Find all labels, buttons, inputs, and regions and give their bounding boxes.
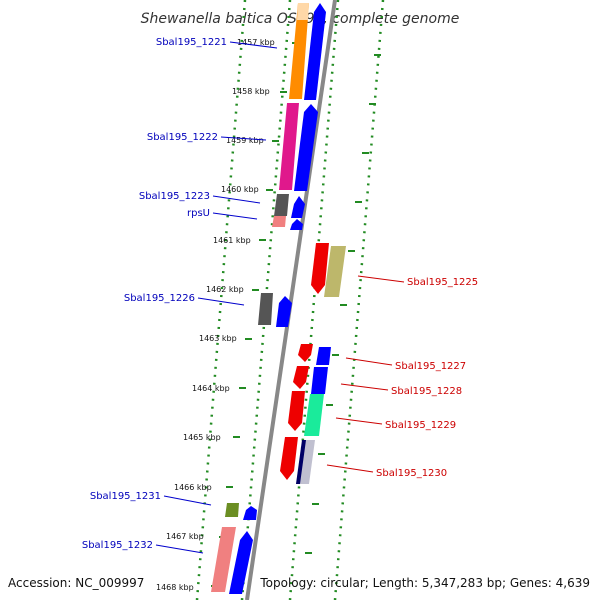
gene-arrow-sbal195-1230[interactable]	[280, 437, 298, 480]
tick-label: 1468 kbp	[156, 583, 194, 592]
gene-label-sbal195-1229[interactable]: Sbal195_1229	[385, 420, 456, 431]
gene-label-sbal195-1222[interactable]: Sbal195_1222	[147, 132, 218, 143]
gene-block-sbal195-1221-cog[interactable]	[289, 3, 309, 99]
gene-block-sbal195-1223-cog[interactable]	[274, 194, 289, 216]
gene-block-rpsu-cog[interactable]	[272, 216, 286, 227]
right-gene-labels: Sbal195_1225 Sbal195_1227 Sbal195_1228 S…	[326, 275, 478, 479]
tick-label: 1466 kbp	[174, 483, 212, 492]
gene-arrow-sbal195-1226[interactable]	[276, 296, 292, 327]
gene-label-sbal195-1228[interactable]: Sbal195_1228	[391, 386, 462, 397]
gene-arrow-rpsu[interactable]	[290, 219, 303, 230]
gene-block-sbal195-1226-cog[interactable]	[258, 293, 273, 325]
tick-label: 1467 kbp	[166, 532, 204, 541]
gene-arrow-sbal195-1225[interactable]	[311, 243, 329, 294]
right-outer-track-line	[333, 0, 385, 600]
right-track-ticks	[305, 54, 381, 554]
tick-label: 1457 kbp	[237, 38, 275, 47]
gene-block-sbal195-1225-cog[interactable]	[324, 246, 346, 297]
gene-arrow-sbal195-1229[interactable]	[288, 391, 305, 431]
tick-label: 1463 kbp	[199, 334, 237, 343]
gene-block-sbal195-1221-cog-pale	[297, 3, 309, 20]
gene-arrow-sbal195-1228[interactable]	[293, 366, 309, 389]
gene-label-sbal195-1223[interactable]: Sbal195_1223	[139, 191, 210, 202]
gene-block-sbal195-1231-cog[interactable]	[225, 503, 239, 517]
gene-block-sbal195-1228-cog[interactable]	[311, 367, 328, 394]
accession-text: Accession: NC_009997	[8, 576, 144, 590]
gene-label-sbal195-1231[interactable]: Sbal195_1231	[90, 491, 161, 502]
gene-arrow-sbal195-1222[interactable]	[294, 104, 318, 191]
left-protein-arrows	[229, 3, 326, 594]
left-gene-blocks	[211, 3, 309, 592]
gene-arrow-sbal195-1231[interactable]	[243, 506, 257, 520]
gene-arrow-sbal195-1227[interactable]	[298, 344, 313, 362]
gene-arrow-sbal195-1221[interactable]	[304, 3, 326, 100]
gene-label-sbal195-1227[interactable]: Sbal195_1227	[395, 361, 466, 372]
gene-label-sbal195-1232[interactable]: Sbal195_1232	[82, 540, 153, 551]
tick-label: 1461 kbp	[213, 236, 251, 245]
tick-label: 1459 kbp	[226, 136, 264, 145]
tick-label: 1464 kbp	[192, 384, 230, 393]
gene-arrow-sbal195-1223[interactable]	[291, 196, 305, 218]
gene-block-sbal195-1229-cog[interactable]	[304, 394, 324, 436]
gene-block-sbal195-1232-cog[interactable]	[211, 527, 236, 592]
gene-label-rpsu[interactable]: rpsU	[187, 208, 210, 219]
gene-label-sbal195-1225[interactable]: Sbal195_1225	[407, 277, 478, 288]
gene-block-sbal195-1230-cog-dark	[296, 440, 306, 484]
left-gene-labels: Sbal195_1221 Sbal195_1222 Sbal195_1223 r…	[82, 37, 278, 554]
gene-label-sbal195-1230[interactable]: Sbal195_1230	[376, 468, 447, 479]
topology-text: Topology: circular; Length: 5,347,283 bp…	[259, 576, 590, 590]
gene-label-sbal195-1226[interactable]: Sbal195_1226	[124, 293, 195, 304]
right-gene-blocks	[296, 246, 346, 484]
gene-block-sbal195-1222-cog[interactable]	[279, 103, 299, 190]
gene-block-sbal195-1227-cog[interactable]	[316, 347, 331, 365]
genome-backbone	[245, 0, 337, 600]
tick-label: 1458 kbp	[232, 87, 270, 96]
tick-label: 1462 kbp	[206, 285, 244, 294]
right-protein-arrows	[280, 243, 329, 480]
tick-label: 1465 kbp	[183, 433, 221, 442]
scale-ticks: 1457 kbp 1458 kbp 1459 kbp 1460 kbp 1461…	[156, 38, 299, 592]
gene-arrow-sbal195-1232[interactable]	[229, 531, 253, 594]
tick-label: 1460 kbp	[221, 185, 259, 194]
gene-label-sbal195-1221[interactable]: Sbal195_1221	[156, 37, 227, 48]
